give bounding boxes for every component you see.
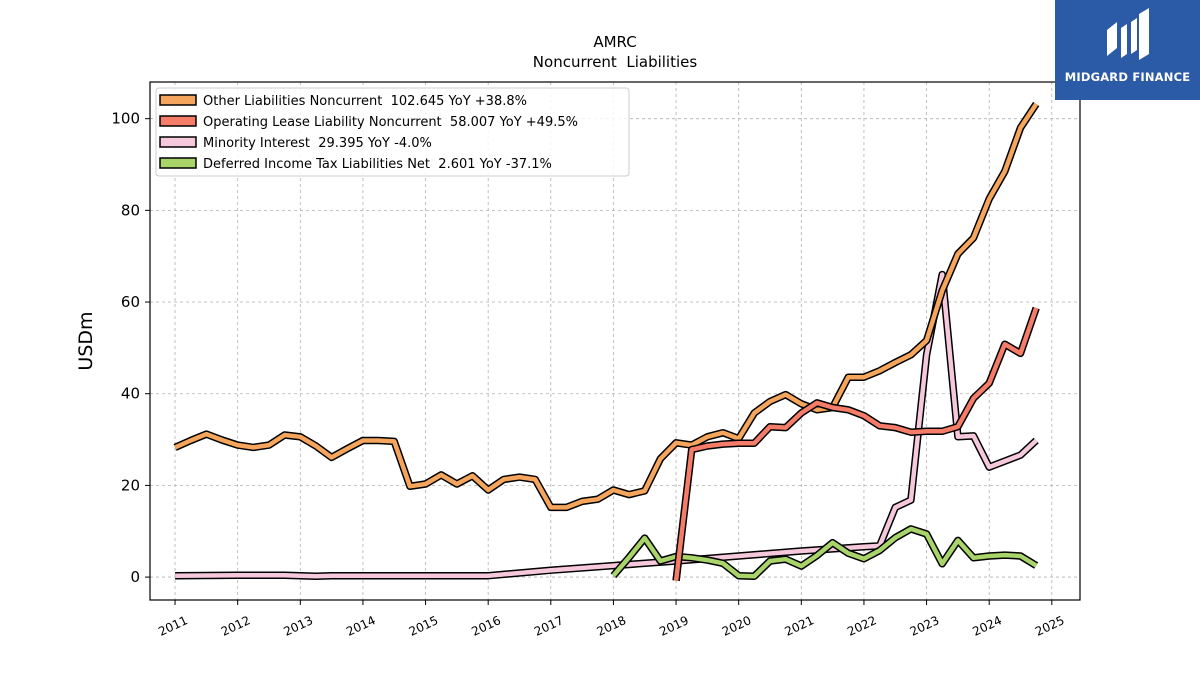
x-tick-label: 2024	[970, 613, 1004, 639]
series-stroke	[611, 526, 1038, 579]
y-tick-label: 40	[121, 385, 140, 403]
legend-label: Other Liabilities Noncurrent 102.645 YoY…	[203, 94, 527, 109]
x-tick-label: 2020	[720, 613, 754, 639]
brand-name: MIDGARD FINANCE	[1064, 70, 1191, 84]
y-tick-label: 100	[111, 110, 140, 128]
legend: Other Liabilities Noncurrent 102.645 YoY…	[155, 87, 630, 177]
x-tick-label: 2011	[156, 613, 190, 639]
series-stroke	[175, 272, 1038, 579]
series-line-3	[610, 525, 1039, 580]
x-axis: 2011 2012 2013 2014 2015 2016 2017 2018 2019 2020…	[156, 600, 1067, 639]
legend-swatch	[159, 115, 197, 127]
series-stroke	[174, 102, 1039, 510]
legend-swatch	[159, 157, 197, 169]
x-tick-label: 2021	[783, 613, 817, 639]
brand-logo: MIDGARD FINANCE	[1055, 0, 1200, 100]
series-line-2	[175, 270, 1039, 580]
series-stroke	[673, 307, 1039, 581]
y-axis: 0 20 40 60 80 100	[111, 110, 150, 586]
x-tick-label: 2025	[1033, 613, 1067, 639]
x-tick-label: 2017	[532, 613, 566, 639]
x-tick-label: 2013	[282, 613, 316, 639]
x-tick-label: 2015	[407, 613, 441, 639]
legend-label: Minority Interest 29.395 YoY -4.0%	[203, 136, 432, 151]
y-tick-label: 80	[121, 201, 140, 219]
y-tick-label: 0	[130, 568, 140, 586]
y-tick-label: 20	[121, 476, 140, 494]
x-tick-label: 2018	[595, 613, 629, 639]
chart-subtitle: Noncurrent Liabilities	[533, 53, 698, 71]
x-tick-label: 2022	[845, 613, 879, 639]
legend-box	[155, 87, 630, 177]
x-tick-label: 2014	[344, 613, 378, 639]
series-line-1	[672, 306, 1040, 582]
brand-mark-icon	[1107, 8, 1149, 60]
x-tick-label: 2019	[657, 613, 691, 639]
y-axis-label: USDm	[75, 311, 97, 370]
series-line-0	[173, 101, 1040, 512]
x-tick-label: 2023	[908, 613, 942, 639]
chart-title: AMRC	[593, 33, 636, 51]
y-tick-label: 60	[121, 293, 140, 311]
legend-label: Operating Lease Liability Noncurrent 58.…	[203, 115, 578, 130]
x-tick-label: 2016	[469, 613, 503, 639]
legend-label: Deferred Income Tax Liabilities Net 2.60…	[203, 157, 552, 172]
legend-swatch	[159, 136, 197, 148]
plot-frame	[149, 81, 1081, 601]
series-layer	[173, 101, 1040, 582]
legend-swatch	[159, 94, 197, 106]
x-tick-label: 2012	[219, 613, 253, 639]
